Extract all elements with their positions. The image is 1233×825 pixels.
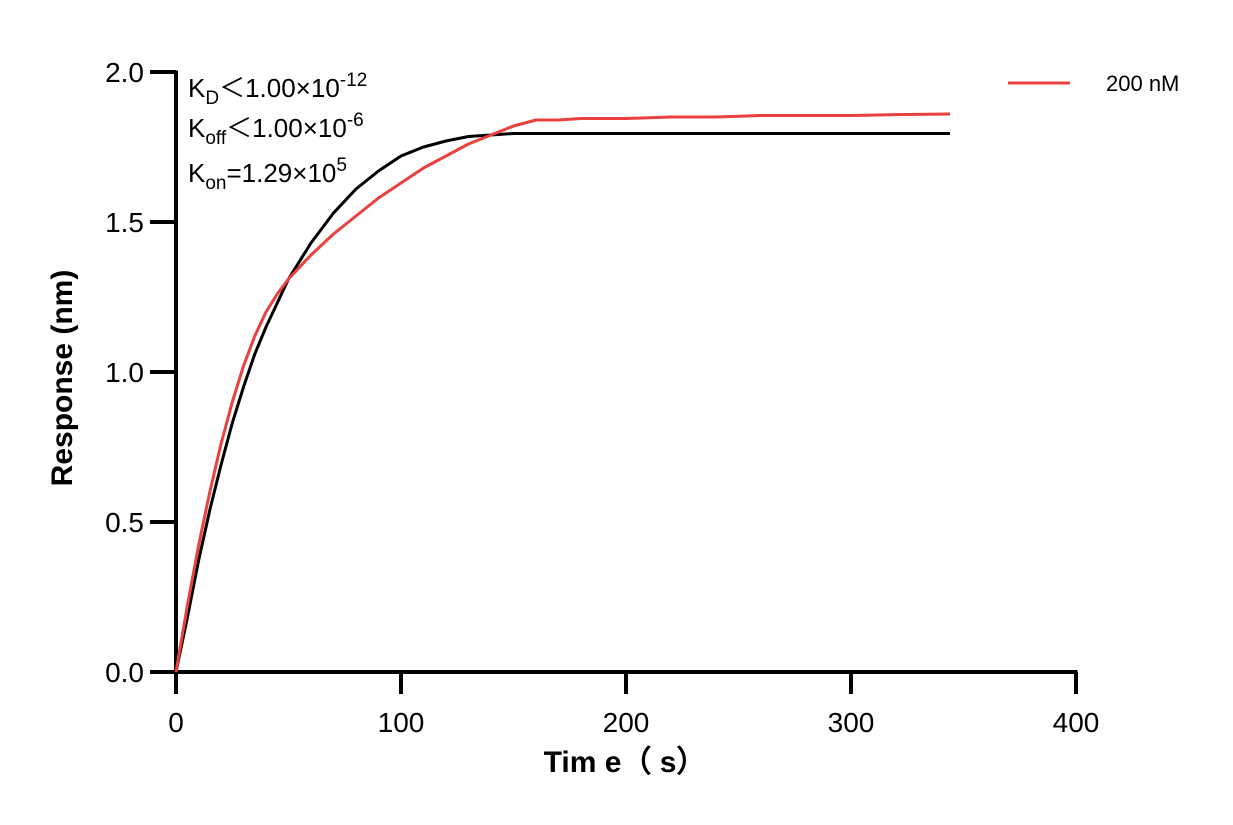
y-tick-label-1: 0.5: [105, 507, 144, 538]
legend-label-200nM: 200 nM: [1106, 71, 1179, 96]
y-tick-label-0: 0.0: [105, 657, 144, 688]
x-tick-label-0: 0: [168, 707, 184, 738]
legend: 200 nM: [1008, 71, 1179, 96]
x-tick-label-3: 300: [828, 707, 875, 738]
y-tick-label-3: 1.5: [105, 207, 144, 238]
x-tick-label-4: 400: [1053, 707, 1100, 738]
annotation-kd: KD＜1.00×10-12: [188, 70, 367, 109]
x-tick-label-1: 100: [378, 707, 425, 738]
annotation-koff: Koff＜1.00×10-6: [188, 110, 364, 149]
axes: 0.0 0.5 1.0 1.5 2.0 0 100 200 300 400: [105, 57, 1099, 738]
series-line-fit: [174, 132, 950, 673]
series-layer: [174, 112, 951, 673]
y-tick-label-2: 1.0: [105, 357, 144, 388]
y-tick-label-4: 2.0: [105, 57, 144, 88]
x-tick-label-2: 200: [603, 707, 650, 738]
x-axis-title: Tim e（ s）: [544, 745, 707, 779]
annotation-kon: Kon=1.29×105: [188, 155, 347, 194]
y-axis-title: Response (nm): [46, 270, 79, 487]
kinetics-annotations: KD＜1.00×10-12 Koff＜1.00×10-6 Kon=1.29×10…: [188, 70, 367, 194]
series-line-measured: [174, 112, 951, 673]
